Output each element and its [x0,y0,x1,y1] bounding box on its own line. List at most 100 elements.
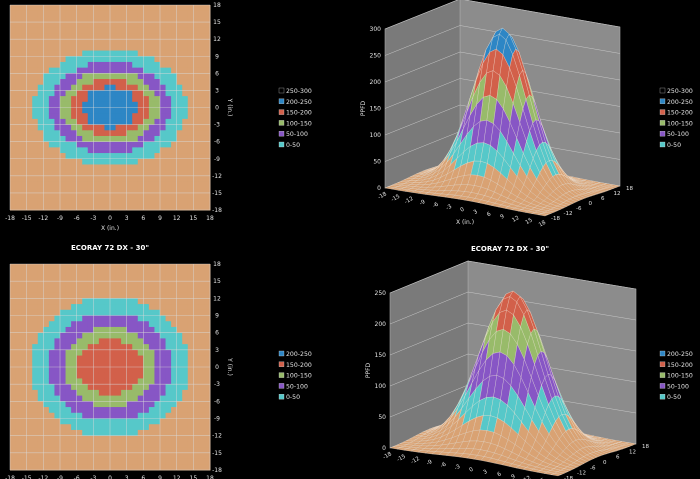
heat-cell [71,130,78,137]
heat-cell [126,344,133,351]
heat-cell [115,349,122,357]
heat-cell [82,56,89,63]
heat-cell [21,304,28,311]
heat-cell [143,275,150,282]
heat-cell [93,315,100,322]
heat-cell [93,44,100,52]
legend-label: 250-300 [667,88,693,95]
heat-cell [104,355,111,362]
heat-cell [26,412,33,419]
heat-cell [65,44,72,52]
heat-cell [65,118,72,126]
heat-cell [65,332,72,339]
heat-cell [198,56,205,63]
heat-cell [60,424,67,431]
heat-cell [104,286,111,294]
heat-cell [48,355,55,362]
heat-cell [93,61,100,69]
heat-cell [126,67,133,74]
heat-cell [26,107,33,114]
heat-cell [115,192,122,200]
heat-cell [10,5,17,12]
heat-cell [71,204,78,211]
heat-cell [110,141,117,148]
heat-cell [21,113,28,120]
heat-cell [187,101,194,108]
heat-cell [65,395,72,402]
x-tick-label: -18 [382,451,393,461]
heat-cell [176,50,183,57]
heat-cell [71,355,78,362]
heat-cell [137,175,144,183]
heat-cell [171,418,178,425]
heat-cell [121,349,128,357]
heat-cell [48,338,55,345]
heat-cell [198,447,205,454]
heat-cell [21,407,28,414]
heat-cell [60,130,67,137]
heat-cell [171,135,178,143]
heat-cell [137,153,144,160]
heat-cell [76,407,83,414]
heat-cell [187,5,194,12]
heat-cell [121,321,128,328]
heat-cell [32,22,39,29]
heat-cell [104,321,111,328]
heat-cell [193,39,200,46]
heat-cell [132,384,139,391]
heat-cell [93,96,100,103]
heat-cell [110,158,117,165]
heat-cell [93,309,100,316]
heat-cell [10,192,17,200]
heat-cell [43,389,50,397]
heat-cell [54,401,61,408]
heat-cell [48,198,55,205]
heat-cell [110,101,117,108]
heat-cell [10,187,17,194]
heat-cell [26,275,33,282]
heat-cell [126,447,133,454]
heat-cell [143,304,150,311]
y-tick-label: 12 [614,191,621,197]
heat-cell [121,141,128,148]
heat-cell [115,181,122,188]
heat-cell [148,141,155,148]
heat-cell [126,44,133,52]
heat-cell [198,170,205,177]
heat-cell [176,298,183,305]
z-tick-label: 250 [370,53,382,60]
heat-cell [187,198,194,205]
heat-cell [32,464,39,471]
heat-cell [82,424,89,431]
heat-cell [121,96,128,103]
heat-cell [71,452,78,460]
heat-cell [182,96,189,103]
heat-cell [15,141,22,148]
heat-cell [204,344,211,351]
heat-cell [48,412,55,419]
heat-cell [98,286,105,294]
heat-cell [126,101,133,108]
heat-cell [93,27,100,34]
heat-cell [87,384,94,391]
heat-cell [176,424,183,431]
heat-cell [54,315,61,322]
heat-cell [82,286,89,294]
z-tick-label: 50 [373,159,381,166]
y-tick-label: -12 [577,471,586,477]
heat-cell [171,22,178,29]
heat-cell [193,153,200,160]
heat-cell [110,5,117,12]
heat-cell [110,67,117,74]
heat-cell [87,367,94,374]
heat-cell [54,158,61,165]
heat-cell [98,269,105,276]
heat-cell [104,118,111,126]
heat-cell [187,281,194,288]
heat-cell [54,204,61,211]
heat-cell [115,44,122,52]
heat-cell [121,198,128,205]
heat-cell [32,378,39,385]
heat-cell [71,349,78,357]
